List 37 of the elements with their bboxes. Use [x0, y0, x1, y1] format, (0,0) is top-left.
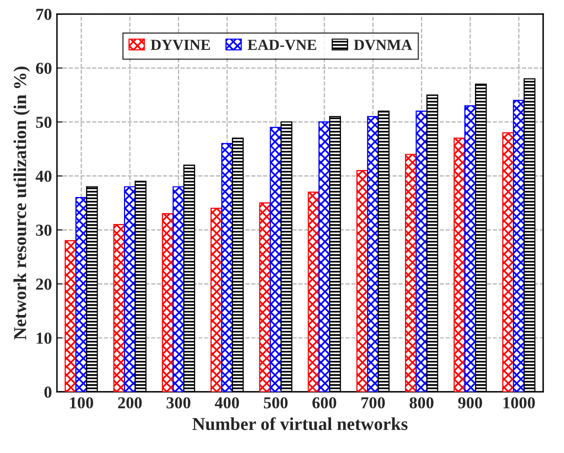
bar	[318, 121, 330, 392]
bar	[64, 240, 76, 392]
bar	[124, 186, 136, 392]
bar	[512, 100, 525, 392]
x-tick-label: 100	[70, 397, 94, 408]
x-tick-label: 900	[458, 397, 482, 408]
y-tick-label: 20	[36, 278, 52, 290]
y-tick-label: 0	[44, 386, 52, 398]
bar	[454, 138, 466, 392]
bar	[367, 116, 379, 392]
bar	[221, 143, 234, 392]
bar	[270, 126, 282, 392]
y-tick-label: 40	[36, 170, 52, 182]
bar	[75, 196, 88, 392]
x-tick-label: 500	[264, 397, 288, 408]
y-tick-label: 60	[36, 62, 52, 74]
bar	[416, 110, 428, 392]
bar	[502, 132, 514, 392]
y-tick-label: 30	[36, 224, 52, 236]
x-axis-title: Number of virtual networks	[192, 417, 408, 430]
x-tick-label: 800	[410, 397, 434, 408]
x-tick-label: 400	[214, 397, 239, 408]
y-tick-label: 70	[36, 8, 52, 20]
bar	[464, 105, 476, 392]
legend-label: DVNMA	[354, 40, 412, 50]
legend-label: DYVINE	[150, 40, 210, 50]
bar	[259, 202, 271, 392]
legend-label: EAD-VNE	[248, 40, 316, 50]
x-tick-label: 200	[118, 397, 142, 408]
x-tick-label: 600	[312, 397, 336, 408]
y-tick-label: 10	[36, 332, 52, 344]
bar	[172, 186, 184, 392]
x-tick-label: 700	[361, 397, 385, 408]
y-axis-title: Network resource utilization (in %)	[14, 66, 30, 340]
x-tick-label: 1000	[503, 397, 535, 408]
x-tick-label: 300	[166, 397, 190, 408]
y-tick-label: 50	[36, 116, 52, 128]
